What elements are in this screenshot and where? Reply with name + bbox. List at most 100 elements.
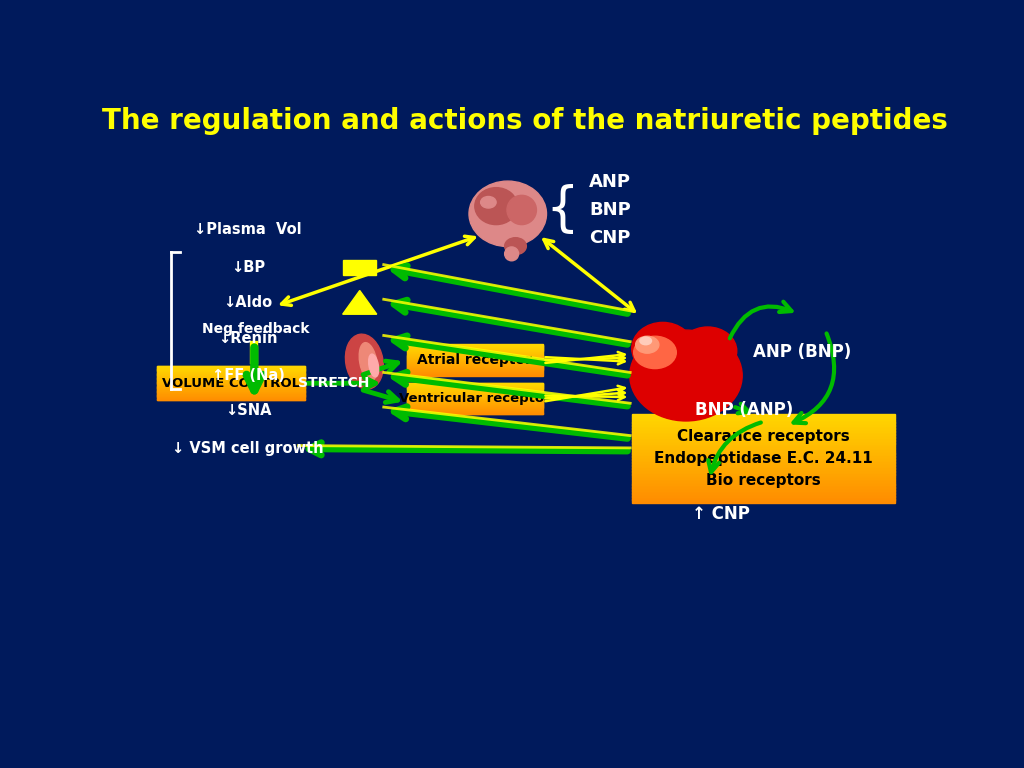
Text: Neg feedback: Neg feedback bbox=[202, 323, 309, 336]
Bar bbox=[407, 403, 543, 404]
Bar bbox=[158, 373, 305, 374]
Bar bbox=[407, 346, 543, 347]
Bar bbox=[158, 374, 305, 376]
Bar bbox=[407, 400, 543, 401]
Bar bbox=[407, 373, 543, 375]
Bar bbox=[343, 260, 376, 276]
Bar bbox=[407, 367, 543, 369]
Bar bbox=[632, 482, 895, 483]
Ellipse shape bbox=[632, 323, 693, 375]
Bar bbox=[158, 391, 305, 392]
Bar bbox=[407, 398, 543, 399]
Bar bbox=[632, 434, 895, 436]
Ellipse shape bbox=[505, 237, 526, 255]
Bar bbox=[407, 406, 543, 407]
Bar bbox=[632, 478, 895, 481]
Bar bbox=[407, 344, 543, 346]
Bar bbox=[407, 369, 543, 370]
Bar bbox=[158, 368, 305, 369]
Bar bbox=[632, 467, 895, 468]
Bar bbox=[632, 443, 895, 445]
Bar bbox=[407, 354, 543, 355]
Bar bbox=[632, 445, 895, 446]
Bar bbox=[407, 397, 543, 398]
Bar bbox=[632, 427, 895, 429]
Bar bbox=[407, 366, 543, 367]
Bar bbox=[407, 364, 543, 365]
Bar bbox=[158, 379, 305, 380]
Text: ↓Renin: ↓Renin bbox=[218, 331, 278, 346]
Bar bbox=[632, 439, 895, 441]
Bar bbox=[632, 477, 895, 479]
Bar bbox=[632, 452, 895, 454]
Bar bbox=[632, 448, 895, 449]
Bar bbox=[158, 387, 305, 388]
Bar bbox=[158, 377, 305, 378]
Text: VOLUME CONTROL: VOLUME CONTROL bbox=[162, 377, 300, 389]
Ellipse shape bbox=[480, 197, 496, 208]
Bar bbox=[407, 409, 543, 410]
Bar bbox=[158, 367, 305, 368]
Bar bbox=[632, 422, 895, 425]
Text: ↓Plasma  Vol: ↓Plasma Vol bbox=[195, 222, 302, 237]
Bar bbox=[158, 389, 305, 390]
Bar bbox=[632, 491, 895, 492]
Bar bbox=[407, 352, 543, 353]
Bar bbox=[632, 472, 895, 473]
Bar bbox=[407, 351, 543, 352]
Text: ↑FF (Na): ↑FF (Na) bbox=[212, 368, 285, 383]
Bar bbox=[407, 359, 543, 360]
Bar bbox=[407, 393, 543, 394]
Ellipse shape bbox=[640, 337, 651, 345]
Bar bbox=[632, 499, 895, 501]
Bar bbox=[407, 403, 543, 404]
Bar bbox=[158, 371, 305, 372]
Bar bbox=[407, 394, 543, 395]
Bar bbox=[632, 462, 895, 464]
Bar bbox=[407, 362, 543, 363]
Bar bbox=[158, 380, 305, 381]
Bar bbox=[158, 379, 305, 380]
Bar bbox=[632, 456, 895, 458]
Bar bbox=[158, 385, 305, 386]
Bar bbox=[407, 412, 543, 413]
Bar bbox=[632, 442, 895, 444]
Bar bbox=[407, 412, 543, 413]
Bar bbox=[407, 356, 543, 357]
Text: BNP (ANP): BNP (ANP) bbox=[695, 401, 794, 419]
Bar bbox=[632, 429, 895, 430]
Bar bbox=[407, 367, 543, 368]
Bar bbox=[407, 349, 543, 350]
Bar bbox=[158, 369, 305, 370]
Bar bbox=[407, 368, 543, 369]
Bar bbox=[632, 492, 895, 494]
Bar bbox=[407, 391, 543, 392]
Bar bbox=[407, 370, 543, 371]
Text: ↓ VSM cell growth: ↓ VSM cell growth bbox=[172, 441, 324, 456]
Bar bbox=[407, 371, 543, 372]
Ellipse shape bbox=[359, 343, 377, 381]
Bar bbox=[158, 385, 305, 386]
Bar bbox=[407, 408, 543, 409]
Ellipse shape bbox=[634, 336, 676, 369]
Bar bbox=[407, 359, 543, 361]
Text: STRETCH: STRETCH bbox=[298, 376, 369, 390]
Bar bbox=[407, 388, 543, 389]
Bar bbox=[158, 375, 305, 376]
Bar bbox=[158, 395, 305, 396]
Text: ↓BP: ↓BP bbox=[231, 260, 265, 275]
Bar bbox=[158, 384, 305, 385]
Bar bbox=[407, 347, 543, 348]
Bar bbox=[407, 372, 543, 373]
Text: Atrial receptor: Atrial receptor bbox=[418, 353, 532, 367]
Bar bbox=[407, 353, 543, 354]
Bar bbox=[407, 360, 543, 361]
Text: The regulation and actions of the natriuretic peptides: The regulation and actions of the natriu… bbox=[101, 108, 948, 135]
Bar bbox=[158, 374, 305, 375]
Bar bbox=[407, 391, 543, 392]
Bar bbox=[407, 357, 543, 358]
Bar bbox=[632, 455, 895, 457]
Bar bbox=[632, 493, 895, 495]
Bar bbox=[407, 384, 543, 386]
Bar bbox=[632, 468, 895, 470]
